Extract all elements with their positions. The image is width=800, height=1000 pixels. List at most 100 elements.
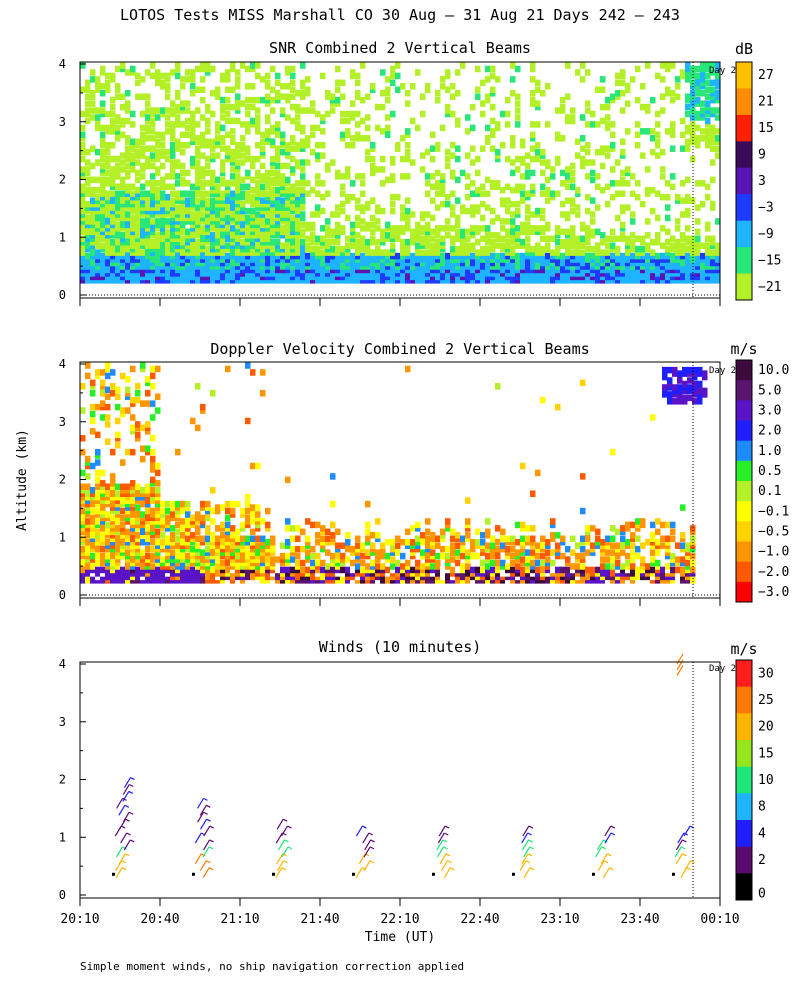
snr-cell — [150, 62, 156, 69]
snr-cell — [370, 214, 376, 222]
snr-cell — [210, 259, 216, 267]
doppler-cell — [405, 528, 411, 536]
doppler-cell — [100, 497, 106, 504]
doppler-cell — [100, 552, 106, 560]
doppler-cell — [130, 570, 136, 577]
snr-colorbar-unit: dB — [735, 40, 753, 58]
snr-cell — [350, 242, 356, 249]
snr-cell — [210, 252, 216, 260]
doppler-cell — [95, 507, 101, 515]
snr-cell — [440, 235, 446, 243]
snr-cell — [220, 238, 226, 246]
snr-cell — [220, 190, 226, 197]
doppler-cell — [155, 538, 161, 546]
snr-cell — [505, 96, 511, 104]
snr-cell — [305, 86, 311, 94]
snr-cell — [315, 180, 321, 187]
doppler-cell — [105, 545, 111, 553]
snr-cell — [90, 228, 96, 236]
doppler-cell — [255, 542, 261, 549]
snr-cell — [695, 242, 701, 249]
snr-cell — [275, 221, 281, 229]
snr-cell — [80, 218, 86, 225]
snr-cell — [575, 266, 581, 274]
doppler-cell — [290, 573, 296, 581]
snr-cell — [155, 138, 161, 145]
snr-cell — [165, 266, 171, 274]
snr-cell — [240, 193, 246, 201]
snr-cell — [635, 259, 641, 267]
snr-cell — [200, 270, 206, 277]
snr-cell — [255, 200, 261, 208]
snr-cell — [585, 256, 591, 263]
snr-cell — [225, 110, 231, 118]
snr-cell — [145, 162, 151, 170]
snr-cell — [105, 249, 111, 256]
snr-cell — [160, 218, 166, 225]
doppler-cell — [185, 504, 191, 511]
snr-cell — [125, 214, 131, 222]
snr-cell — [85, 214, 91, 222]
snr-cell — [130, 197, 136, 204]
doppler-cell — [430, 552, 436, 560]
snr-cell — [275, 128, 281, 135]
snr-cell — [545, 252, 551, 260]
snr-cell — [405, 238, 411, 246]
snr-cell — [360, 225, 366, 232]
doppler-cell — [365, 538, 371, 546]
snr-cell — [640, 270, 646, 277]
doppler-cell — [470, 573, 476, 581]
snr-cell — [295, 124, 301, 132]
snr-cell — [80, 110, 86, 118]
snr-cell — [700, 83, 706, 90]
snr-cell — [410, 256, 416, 263]
snr-cell — [280, 190, 286, 197]
snr-cell — [285, 252, 291, 260]
doppler-cell — [465, 518, 471, 525]
snr-cell — [495, 270, 501, 277]
snr-cell — [590, 245, 596, 253]
snr-cell — [460, 256, 466, 263]
snr-cell — [240, 159, 246, 166]
snr-cell — [700, 263, 706, 270]
doppler-cell — [125, 483, 131, 491]
doppler-cell — [140, 400, 146, 407]
snr-cell — [395, 273, 401, 281]
snr-cell — [90, 242, 96, 249]
snr-cell — [555, 155, 561, 163]
doppler-cell — [115, 386, 121, 394]
snr-cell — [105, 180, 111, 187]
snr-cell — [325, 238, 331, 246]
snr-cell — [95, 197, 101, 204]
snr-cell — [250, 225, 256, 232]
doppler-cell — [150, 455, 156, 463]
doppler-cell — [205, 563, 211, 570]
doppler-cell — [465, 570, 471, 577]
doppler-cell — [250, 577, 256, 584]
snr-cell — [175, 252, 181, 260]
doppler-cell — [400, 577, 406, 584]
snr-cell — [220, 159, 226, 166]
snr-cell — [315, 249, 321, 256]
doppler-cell — [140, 577, 146, 584]
snr-cell — [470, 228, 476, 236]
snr-cell — [655, 152, 661, 159]
snr-cell — [680, 277, 686, 284]
snr-cell — [325, 249, 331, 256]
doppler-cell — [275, 566, 281, 574]
snr-cell — [150, 273, 156, 281]
snr-cell — [225, 155, 231, 163]
snr-cell — [110, 259, 116, 267]
doppler-cell — [110, 476, 116, 484]
snr-cell — [430, 228, 436, 236]
snr-cell — [190, 277, 196, 284]
doppler-cell — [220, 573, 226, 581]
doppler-cell — [230, 511, 236, 518]
snr-cell — [205, 169, 211, 177]
snr-cell — [290, 65, 296, 73]
snr-cell — [705, 256, 711, 263]
snr-cell — [155, 221, 161, 229]
snr-cell — [450, 245, 456, 253]
doppler-cell — [155, 532, 161, 539]
snr-cell — [215, 270, 221, 277]
